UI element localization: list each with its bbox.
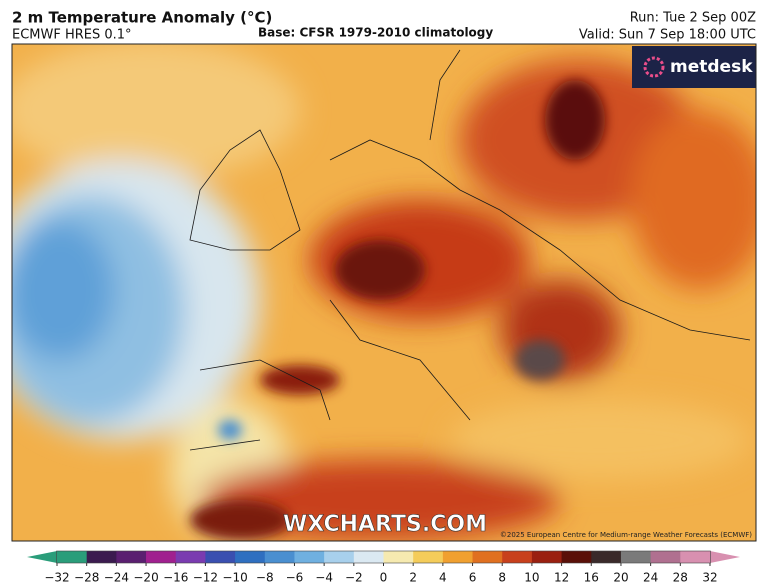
map-title: 2 m Temperature Anomaly (°C) xyxy=(12,9,272,27)
model-label: ECMWF HRES 0.1° xyxy=(12,28,132,43)
colorbar-tick-label: 32 xyxy=(702,571,717,585)
colorbar-arrow xyxy=(27,551,57,563)
colorbar-segment xyxy=(650,551,681,563)
colorbar-segment xyxy=(294,551,325,563)
colorbar-tick-label: −8 xyxy=(256,571,274,585)
colorbar-segment xyxy=(502,551,533,563)
colorbar-segment xyxy=(116,551,147,563)
colorbar-tick-label: 6 xyxy=(469,571,477,585)
colorbar-segment xyxy=(383,551,414,563)
colorbar-segment xyxy=(413,551,444,563)
colorbar-segment xyxy=(591,551,622,563)
colorbar-segment xyxy=(472,551,503,563)
colorbar-tick-label: −24 xyxy=(104,571,129,585)
colorbar-tick-label: −12 xyxy=(193,571,218,585)
logo-icon xyxy=(643,56,665,78)
colorbar-tick-label: −32 xyxy=(44,571,69,585)
colorbar-tick-label: −20 xyxy=(133,571,158,585)
colorbar-tick-label: −2 xyxy=(345,571,363,585)
colorbar-segment xyxy=(146,551,177,563)
colorbar-tick-label: −4 xyxy=(315,571,333,585)
colorbar-arrow xyxy=(710,551,740,563)
map-frame xyxy=(11,43,757,542)
colorbar-tick-label: 10 xyxy=(524,571,539,585)
colorbar-tick-label: 8 xyxy=(498,571,506,585)
colorbar-segment xyxy=(324,551,355,563)
colorbar-segment xyxy=(264,551,295,563)
colorbar-segment xyxy=(561,551,592,563)
colorbar-tick-label: −6 xyxy=(286,571,304,585)
colorbar-tick-label: 12 xyxy=(554,571,569,585)
colorbar-tick-label: −16 xyxy=(163,571,188,585)
run-label: Run: Tue 2 Sep 00Z xyxy=(630,11,756,26)
colorbar-tick-label: 4 xyxy=(439,571,447,585)
colorbar-tick-label: 16 xyxy=(584,571,599,585)
colorbar-tick-label: 0 xyxy=(380,571,388,585)
colorbar-segment xyxy=(175,551,206,563)
base-label: Base: CFSR 1979-2010 climatology xyxy=(258,26,493,40)
colorbar-segment xyxy=(235,551,266,563)
colorbar-segment xyxy=(353,551,384,563)
colorbar-segment xyxy=(57,551,88,563)
colorbar: −32 −28 −24 −20 −16 −12 −10 −8 −6 −4 −2 0 2 4 6 8 10 12 16… xyxy=(27,550,740,585)
credit: ©2025 European Centre for Medium-range W… xyxy=(500,531,752,539)
colorbar-segment xyxy=(531,551,563,563)
colorbar-segment xyxy=(680,551,711,563)
logo-text: metdesk xyxy=(670,57,753,77)
map: metdesk WXCHARTS.COM ©2025 European Cent… xyxy=(12,44,756,541)
colorbar-tick-label: 28 xyxy=(673,571,688,585)
colorbar-tick-label: −28 xyxy=(74,571,99,585)
colorbar-tick-label: −10 xyxy=(222,571,247,585)
watermark: WXCHARTS.COM xyxy=(283,512,487,537)
colorbar-tick-label: 2 xyxy=(409,571,417,585)
colorbar-segment xyxy=(620,551,652,563)
colorbar-segment xyxy=(442,551,474,563)
valid-label: Valid: Sun 7 Sep 18:00 UTC xyxy=(579,28,756,43)
colorbar-segment xyxy=(86,551,117,563)
colorbar-tick-label: 24 xyxy=(643,571,658,585)
colorbar-segment xyxy=(205,551,236,563)
logo-box xyxy=(632,46,756,88)
colorbar-tick-label: 20 xyxy=(613,571,628,585)
